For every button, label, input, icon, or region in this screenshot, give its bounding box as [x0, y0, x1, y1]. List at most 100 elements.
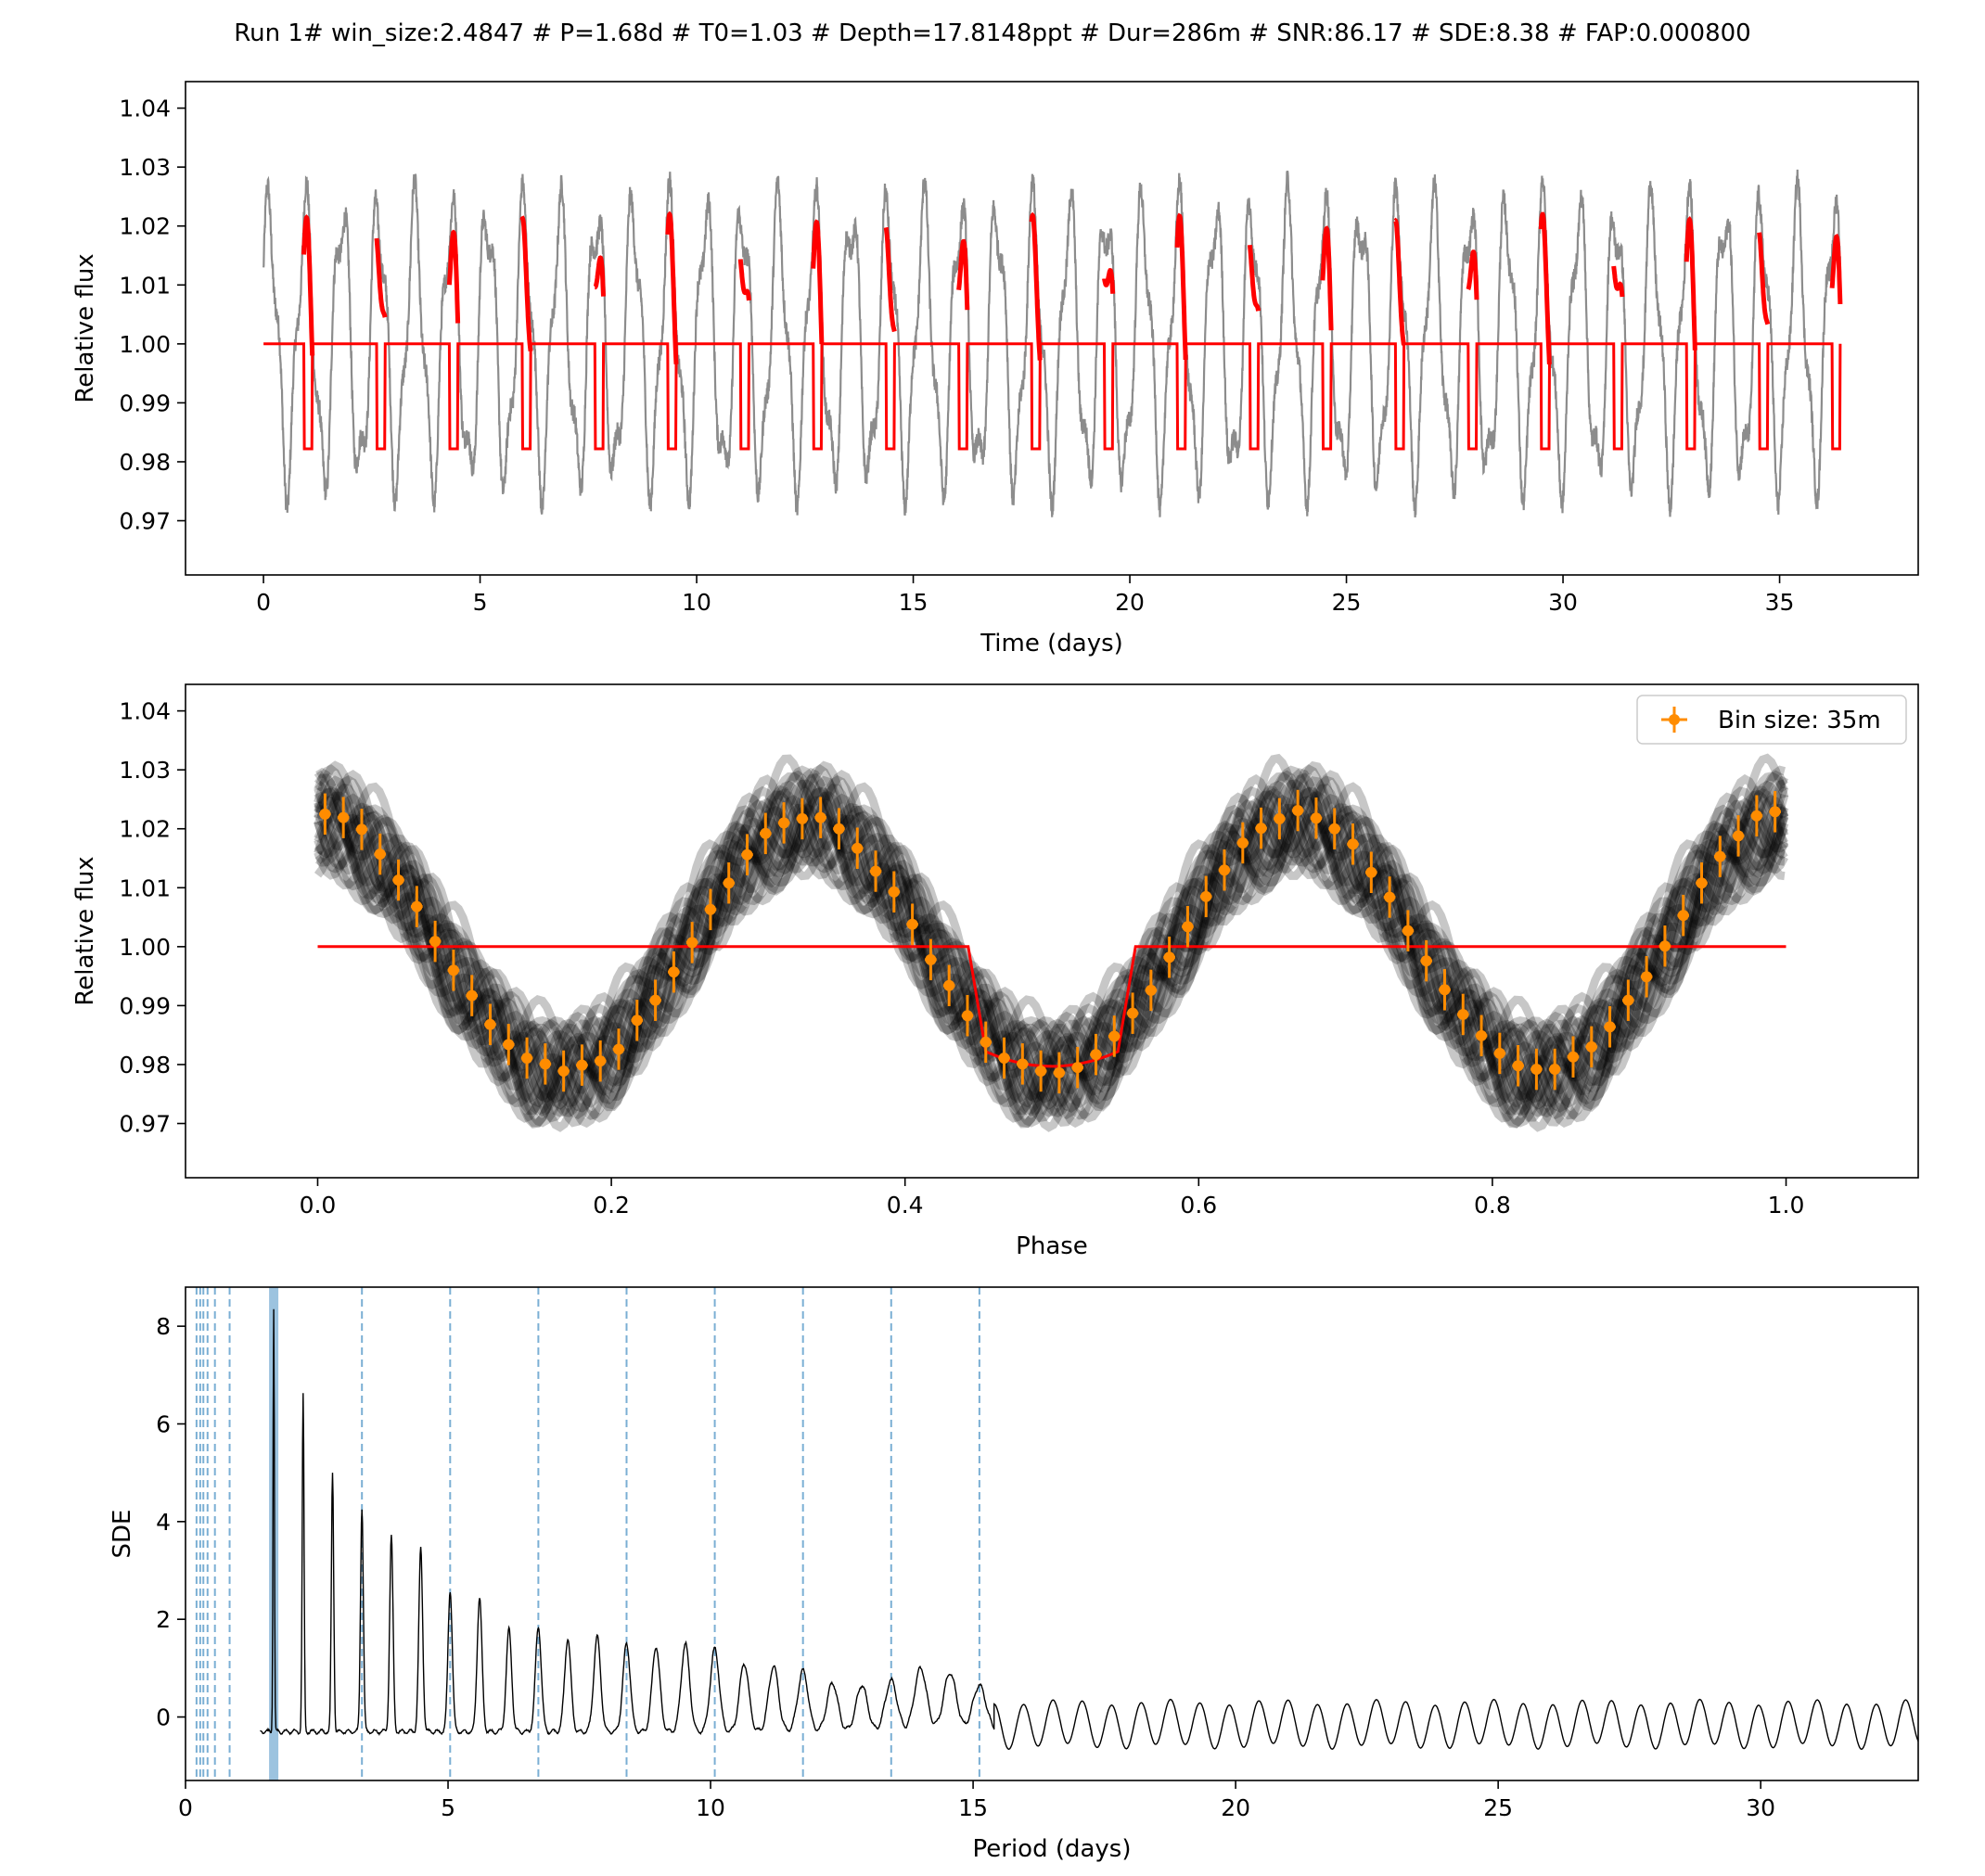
x-tick-label: 0 — [178, 1794, 193, 1821]
folded-band — [315, 803, 1787, 1123]
folded-band — [314, 760, 1789, 1102]
in-transit-points — [1684, 215, 1697, 351]
panel3-frame — [185, 1286, 1919, 1781]
binned-point — [869, 850, 882, 892]
binned-point — [1328, 808, 1341, 849]
y-tick-label: 0.98 — [119, 449, 171, 476]
binned-point — [631, 1000, 644, 1041]
binned-point — [942, 964, 955, 1007]
binned-point — [557, 1050, 570, 1092]
folded-band — [314, 753, 1789, 1095]
binned-point — [1145, 969, 1158, 1012]
x-tick-label: 0.0 — [300, 1192, 337, 1219]
in-transit-points — [1538, 211, 1552, 365]
binned-point — [888, 871, 901, 912]
binned-point — [1622, 979, 1634, 1021]
binned-point — [1108, 1015, 1121, 1057]
panel3-ylabel: SDE — [109, 1510, 136, 1559]
binned-point — [1310, 798, 1323, 839]
binned-point — [1017, 1043, 1029, 1085]
y-tick-label: 1.00 — [119, 934, 171, 961]
x-tick-label: 0 — [256, 589, 271, 616]
folded-band — [314, 772, 1788, 1075]
folded-band — [314, 770, 1786, 1110]
folded-band — [314, 811, 1789, 1128]
binned-point — [466, 975, 479, 1016]
x-tick-label: 10 — [682, 589, 711, 616]
y-tick-label: 1.02 — [119, 816, 171, 843]
binned-point — [777, 802, 790, 844]
y-tick-label: 1.02 — [119, 213, 171, 240]
transit-model-line — [263, 211, 1843, 451]
binned-point — [502, 1024, 515, 1066]
y-tick-label: 0.97 — [119, 508, 171, 535]
folded-band — [314, 763, 1789, 1108]
binned-point — [925, 938, 937, 981]
binned-point — [1658, 925, 1671, 967]
x-tick-label: 20 — [1221, 1794, 1250, 1821]
folded-band — [314, 803, 1787, 1120]
x-tick-label: 1.0 — [1768, 1192, 1805, 1219]
in-transit-points — [1829, 233, 1843, 304]
best-period-band — [269, 1287, 279, 1780]
folded-band — [314, 765, 1786, 1080]
binned-point — [961, 994, 974, 1037]
binned-point — [723, 861, 736, 904]
figure-title: Run 1# win_size:2.4847 # P=1.68d # T0=1.… — [234, 19, 1750, 47]
in-transit-points — [811, 219, 825, 345]
folded-band — [314, 770, 1788, 1108]
binned-point — [704, 888, 717, 931]
binned-point — [1163, 937, 1175, 978]
binned-point — [1090, 1033, 1102, 1076]
x-tick-label: 10 — [696, 1794, 725, 1821]
x-tick-label: 15 — [958, 1794, 988, 1821]
binned-point — [392, 859, 404, 901]
binned-point — [355, 809, 368, 850]
binned-point — [1420, 939, 1433, 982]
in-transit-points — [883, 226, 897, 333]
y-tick-label: 1.04 — [119, 698, 171, 725]
y-tick-label: 0 — [156, 1704, 171, 1731]
in-transit-points — [956, 238, 970, 311]
in-transit-points — [1320, 225, 1334, 331]
y-tick-label: 4 — [156, 1509, 171, 1536]
binned-point — [1439, 968, 1451, 1011]
binned-point — [447, 950, 460, 991]
binned-point — [1402, 910, 1415, 951]
binned-point — [685, 922, 698, 964]
binned-point — [1218, 849, 1231, 891]
panel1-xlabel: Time (days) — [980, 630, 1123, 657]
binned-point — [1182, 905, 1194, 948]
panel-light-curve: 0 5 10 15 20 25 30 35 0.97 0.98 0.99 1.00 1.01 1.02 1… — [71, 81, 1919, 657]
x-tick-label: 25 — [1483, 1794, 1513, 1821]
panel3-x-ticks: 0 5 10 15 20 25 30 — [178, 1780, 1775, 1821]
y-tick-label: 1.03 — [119, 757, 171, 784]
x-tick-label: 0.6 — [1180, 1192, 1217, 1219]
binned-point — [1512, 1044, 1524, 1087]
panel-phase-folded: 0.0 0.2 0.4 0.6 0.8 1.0 0.97 0.98 0.99 1.00 1.01 1… — [71, 683, 1919, 1260]
in-transit-points — [1248, 245, 1261, 312]
panel1-y-ticks: 0.97 0.98 0.99 1.00 1.01 1.02 1.03 1.04 — [119, 96, 186, 535]
transit-model — [263, 342, 1842, 451]
in-transit-points — [1174, 212, 1188, 360]
y-tick-label: 0.99 — [119, 389, 171, 416]
harmonic-lines — [195, 1287, 980, 1780]
y-tick-label: 1.03 — [119, 154, 171, 181]
panel2-xlabel: Phase — [1016, 1232, 1088, 1260]
binned-point — [1548, 1048, 1561, 1091]
panel2-frame — [185, 683, 1919, 1179]
binned-point — [1255, 807, 1267, 849]
binned-point — [1034, 1050, 1047, 1092]
binned-point — [1053, 1052, 1066, 1094]
panel1-frame — [185, 81, 1919, 576]
folded-band — [314, 813, 1786, 1117]
panel-periodogram: 0 5 10 15 20 25 30 0 2 4 6 8 Period (days) SDE — [109, 1286, 1919, 1863]
binned-point — [1274, 798, 1286, 840]
binned-point — [539, 1043, 552, 1085]
x-tick-label: 0.2 — [593, 1192, 630, 1219]
panel1-plot-area — [263, 169, 1843, 517]
binned-point — [1567, 1036, 1580, 1078]
panel3-plot-area — [195, 1287, 1918, 1780]
panel2-plot-area — [314, 753, 1789, 1132]
folded-band — [314, 805, 1788, 1118]
